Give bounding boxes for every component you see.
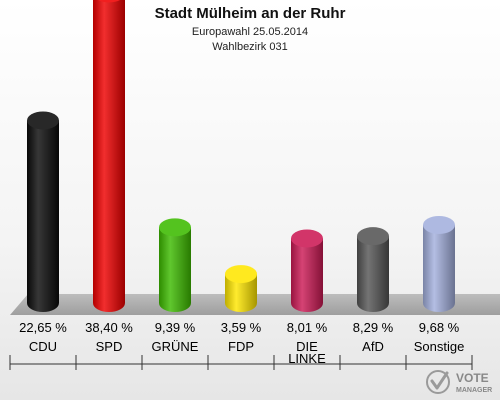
category-label: LINKE bbox=[288, 351, 326, 366]
bar bbox=[159, 218, 191, 312]
category-label: GRÜNE bbox=[152, 339, 199, 354]
value-label: 8,01 % bbox=[287, 320, 328, 335]
bar bbox=[93, 0, 125, 312]
category-label: DIE bbox=[296, 339, 318, 354]
value-label: 8,29 % bbox=[353, 320, 394, 335]
value-label: 38,40 % bbox=[85, 320, 133, 335]
labels-layer: 22,65 % CDU 38,40 % SPD 9,39 % GRÜNE 3,59 % FDP… bbox=[19, 320, 464, 366]
chart-subtitle-district: Wahlbezirk 031 bbox=[212, 41, 287, 53]
chart-subtitle-date: Europawahl 25.05.2014 bbox=[192, 26, 308, 38]
category-label: SPD bbox=[96, 339, 123, 354]
bar-body bbox=[357, 236, 389, 312]
value-label: 9,68 % bbox=[419, 320, 460, 335]
value-label: 9,39 % bbox=[155, 320, 196, 335]
bar bbox=[357, 227, 389, 312]
bar bbox=[423, 215, 455, 312]
bar-top bbox=[27, 111, 59, 130]
logo-manager-text: MANAGER bbox=[456, 387, 492, 394]
bar-top bbox=[97, 0, 121, 3]
bar-body bbox=[27, 120, 59, 312]
bar-body bbox=[291, 238, 323, 312]
value-label: 22,65 % bbox=[19, 320, 67, 335]
checkmark-icon bbox=[426, 370, 450, 394]
bars-layer bbox=[27, 0, 455, 312]
ticks-layer bbox=[9, 355, 473, 370]
bar-top bbox=[423, 215, 455, 234]
logo-vote-text: VOTE bbox=[456, 371, 489, 385]
category-label: CDU bbox=[29, 339, 57, 354]
chart-title: Stadt Mülheim an der Ruhr bbox=[155, 5, 346, 22]
bar bbox=[291, 229, 323, 312]
bar-top bbox=[159, 218, 191, 237]
value-label: 3,59 % bbox=[221, 320, 262, 335]
category-label: FDP bbox=[228, 339, 254, 354]
bar bbox=[225, 265, 257, 312]
bar-body bbox=[423, 224, 455, 312]
bar-top bbox=[291, 229, 323, 248]
vote-manager-logo: VOTE MANAGER bbox=[426, 370, 492, 394]
bar-body bbox=[159, 227, 191, 312]
category-label: Sonstige bbox=[414, 339, 465, 354]
bar-body bbox=[93, 0, 125, 312]
bar-top bbox=[225, 265, 257, 284]
bar bbox=[27, 111, 59, 312]
bar-body bbox=[225, 274, 257, 312]
bar-top bbox=[357, 227, 389, 246]
category-label: AfD bbox=[362, 339, 384, 354]
